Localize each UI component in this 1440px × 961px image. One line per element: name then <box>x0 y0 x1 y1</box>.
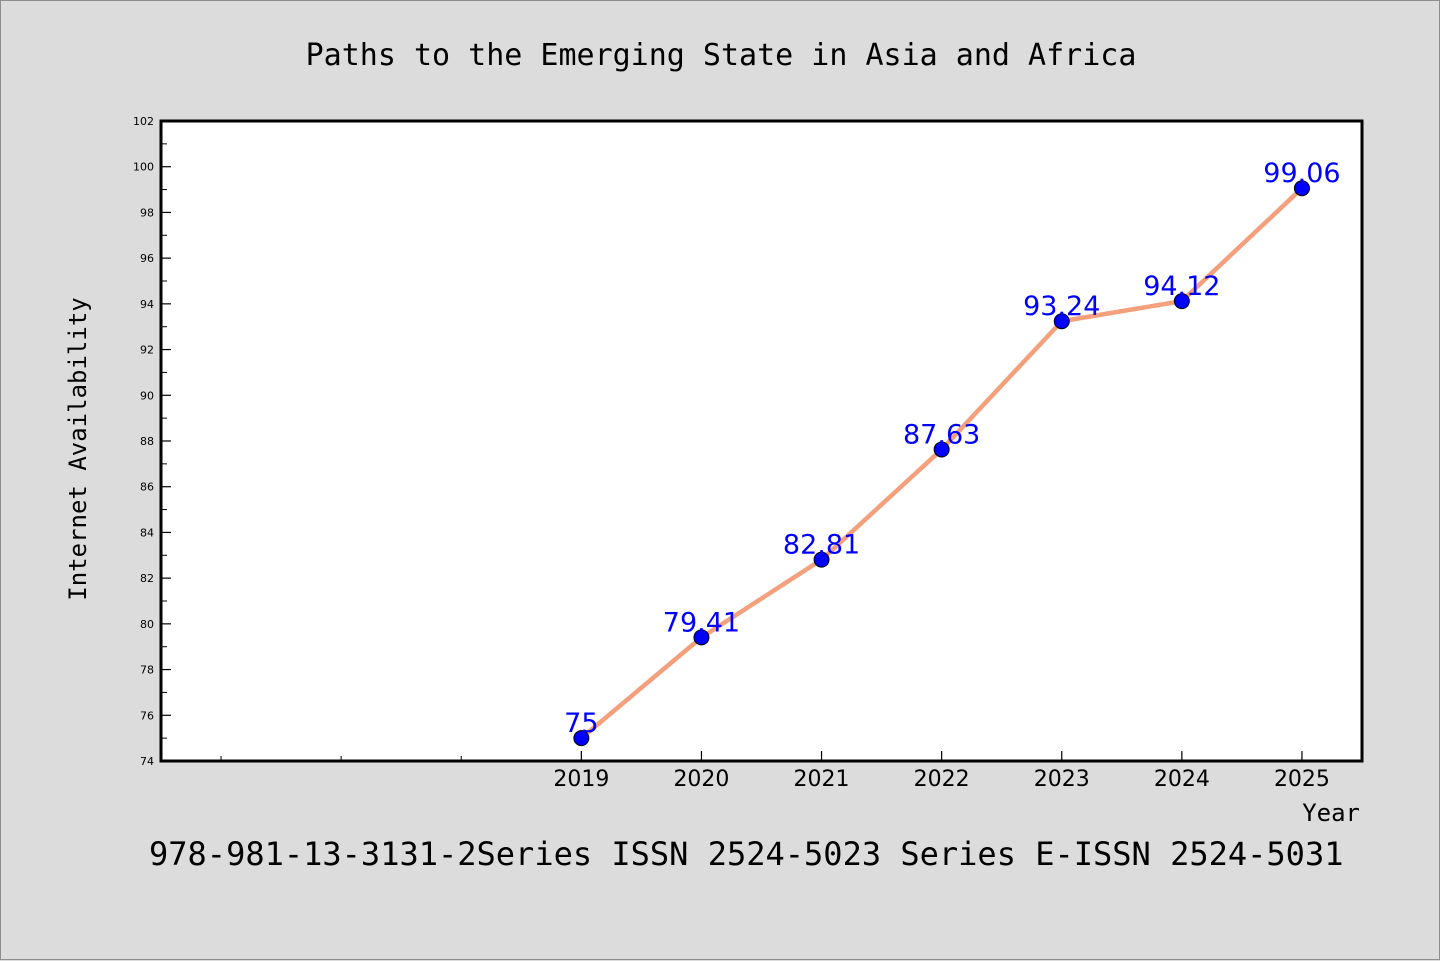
y-tick-label: 84 <box>140 526 154 539</box>
data-point <box>1173 293 1190 310</box>
data-point <box>1053 313 1070 330</box>
data-label: 87.63 <box>903 419 980 450</box>
y-tick-label: 100 <box>133 161 154 174</box>
data-label: 93.24 <box>1023 291 1100 322</box>
data-label: 94.12 <box>1143 271 1220 302</box>
y-tick-label: 80 <box>140 618 154 631</box>
y-axis-label: Internet Availability <box>64 297 92 600</box>
data-point <box>1293 180 1310 197</box>
y-tick-label: 90 <box>140 389 154 402</box>
x-axis-ticks: 2019 2020 2021 2022 2023 2024 2025 <box>220 751 1330 792</box>
data-point <box>693 629 710 646</box>
series-layer: 75 79.41 82.81 87.63 93.24 94.12 99.06 <box>564 158 1341 747</box>
x-tick-label: 2022 <box>914 767 970 792</box>
x-tick-label: 2023 <box>1034 767 1090 792</box>
y-tick-label: 92 <box>140 344 154 357</box>
x-tick-label: 2021 <box>794 767 850 792</box>
chart-title: Paths to the Emerging State in Asia and … <box>306 38 1137 73</box>
y-tick-label: 102 <box>133 115 154 128</box>
y-tick-label: 78 <box>140 664 154 677</box>
plot-area <box>159 119 1364 763</box>
y-axis-ticks: 74 76 78 80 82 84 86 88 90 92 94 96 98 100 102 <box>133 115 171 768</box>
x-tick-label: 2020 <box>673 767 729 792</box>
data-point <box>933 441 950 458</box>
x-axis-label: Year <box>1302 799 1360 827</box>
y-tick-label: 96 <box>140 252 154 265</box>
y-tick-label: 82 <box>140 572 154 585</box>
y-tick-label: 98 <box>140 206 154 219</box>
y-tick-label: 74 <box>140 755 154 768</box>
x-tick-label: 2019 <box>553 767 609 792</box>
x-tick-label: 2025 <box>1274 767 1330 792</box>
y-tick-label: 86 <box>140 481 154 494</box>
data-label: 75 <box>564 708 598 739</box>
y-tick-label: 94 <box>140 298 154 311</box>
data-point <box>573 730 590 747</box>
y-tick-label: 88 <box>140 435 154 448</box>
x-tick-label: 2024 <box>1154 767 1210 792</box>
caption-text: 978-981-13-3131-2Series ISSN 2524-5023 S… <box>149 835 1343 873</box>
data-label: 99.06 <box>1263 158 1340 189</box>
data-label: 82.81 <box>783 530 860 561</box>
y-tick-label: 76 <box>140 709 154 722</box>
data-point <box>813 551 830 568</box>
data-label: 79.41 <box>663 607 740 638</box>
